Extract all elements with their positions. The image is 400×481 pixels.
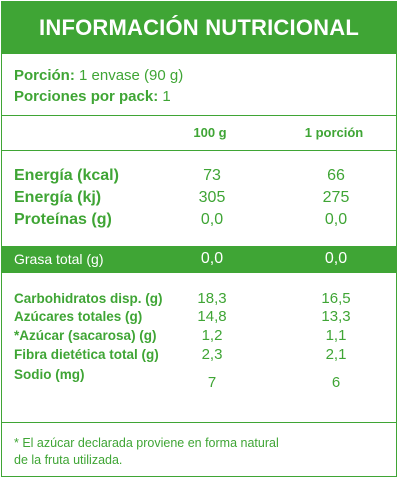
value-100g: 0,0 [200,250,224,267]
value-portion: 0,0 [324,250,348,267]
row-label: Carbohidratos disp. (g) [14,291,163,306]
value-portion: 1,1 [325,327,347,344]
value-portion: 2,1 [325,346,347,363]
value-100g: 7 [207,374,217,391]
pack-value: 1 [162,88,171,105]
portion-label: Porción: [14,67,75,84]
footnote-line: de la fruta utilizada. [14,453,123,467]
value-portion: 13,3 [321,308,351,325]
column-header-100g: 100 g [193,125,227,140]
value-portion: 16,5 [321,290,351,307]
value-portion: 6 [331,374,341,391]
column-header-portion: 1 porción [304,125,364,140]
nutrition-panel: INFORMACIÓN NUTRICIONAL Porción: 1 envas… [1,1,397,477]
divider [2,115,396,116]
value-100g: 305 [198,189,226,206]
footnote: * El azúcar declarada proviene en forma … [14,435,354,469]
row-label: Grasa total (g) [14,251,104,267]
row-label: Energía (kj) [14,189,102,206]
divider [2,150,396,151]
value-portion: 275 [322,189,350,206]
row-label: Sodio (mg) [14,367,85,382]
row-label: Fibra dietética total (g) [14,347,159,362]
row-label: Proteínas (g) [14,211,112,228]
footnote-line: * El azúcar declarada proviene en forma … [14,436,279,450]
divider [2,422,396,423]
value-portion: 66 [327,167,345,184]
value-100g: 18,3 [197,290,227,307]
value-portion: 0,0 [324,211,348,228]
value-100g: 1,2 [201,327,223,344]
value-100g: 73 [203,167,221,184]
row-label: Azúcares totales (g) [14,309,143,324]
row-label: *Azúcar (sacarosa) (g) [14,328,157,343]
value-100g: 0,0 [200,211,224,228]
pack-label: Porciones por pack: [14,88,159,105]
row-total-fat: Grasa total (g) 0,0 0,0 [2,246,396,273]
value-100g: 14,8 [197,308,227,325]
pack-line: Porciones por pack: 1 [14,87,171,107]
portion-line: Porción: 1 envase (90 g) [14,66,183,86]
panel-title: INFORMACIÓN NUTRICIONAL [39,15,359,40]
row-label: Energía (kcal) [14,167,119,184]
title-bar: INFORMACIÓN NUTRICIONAL [2,2,396,54]
portion-value: 1 envase (90 g) [79,67,184,84]
value-100g: 2,3 [201,346,223,363]
